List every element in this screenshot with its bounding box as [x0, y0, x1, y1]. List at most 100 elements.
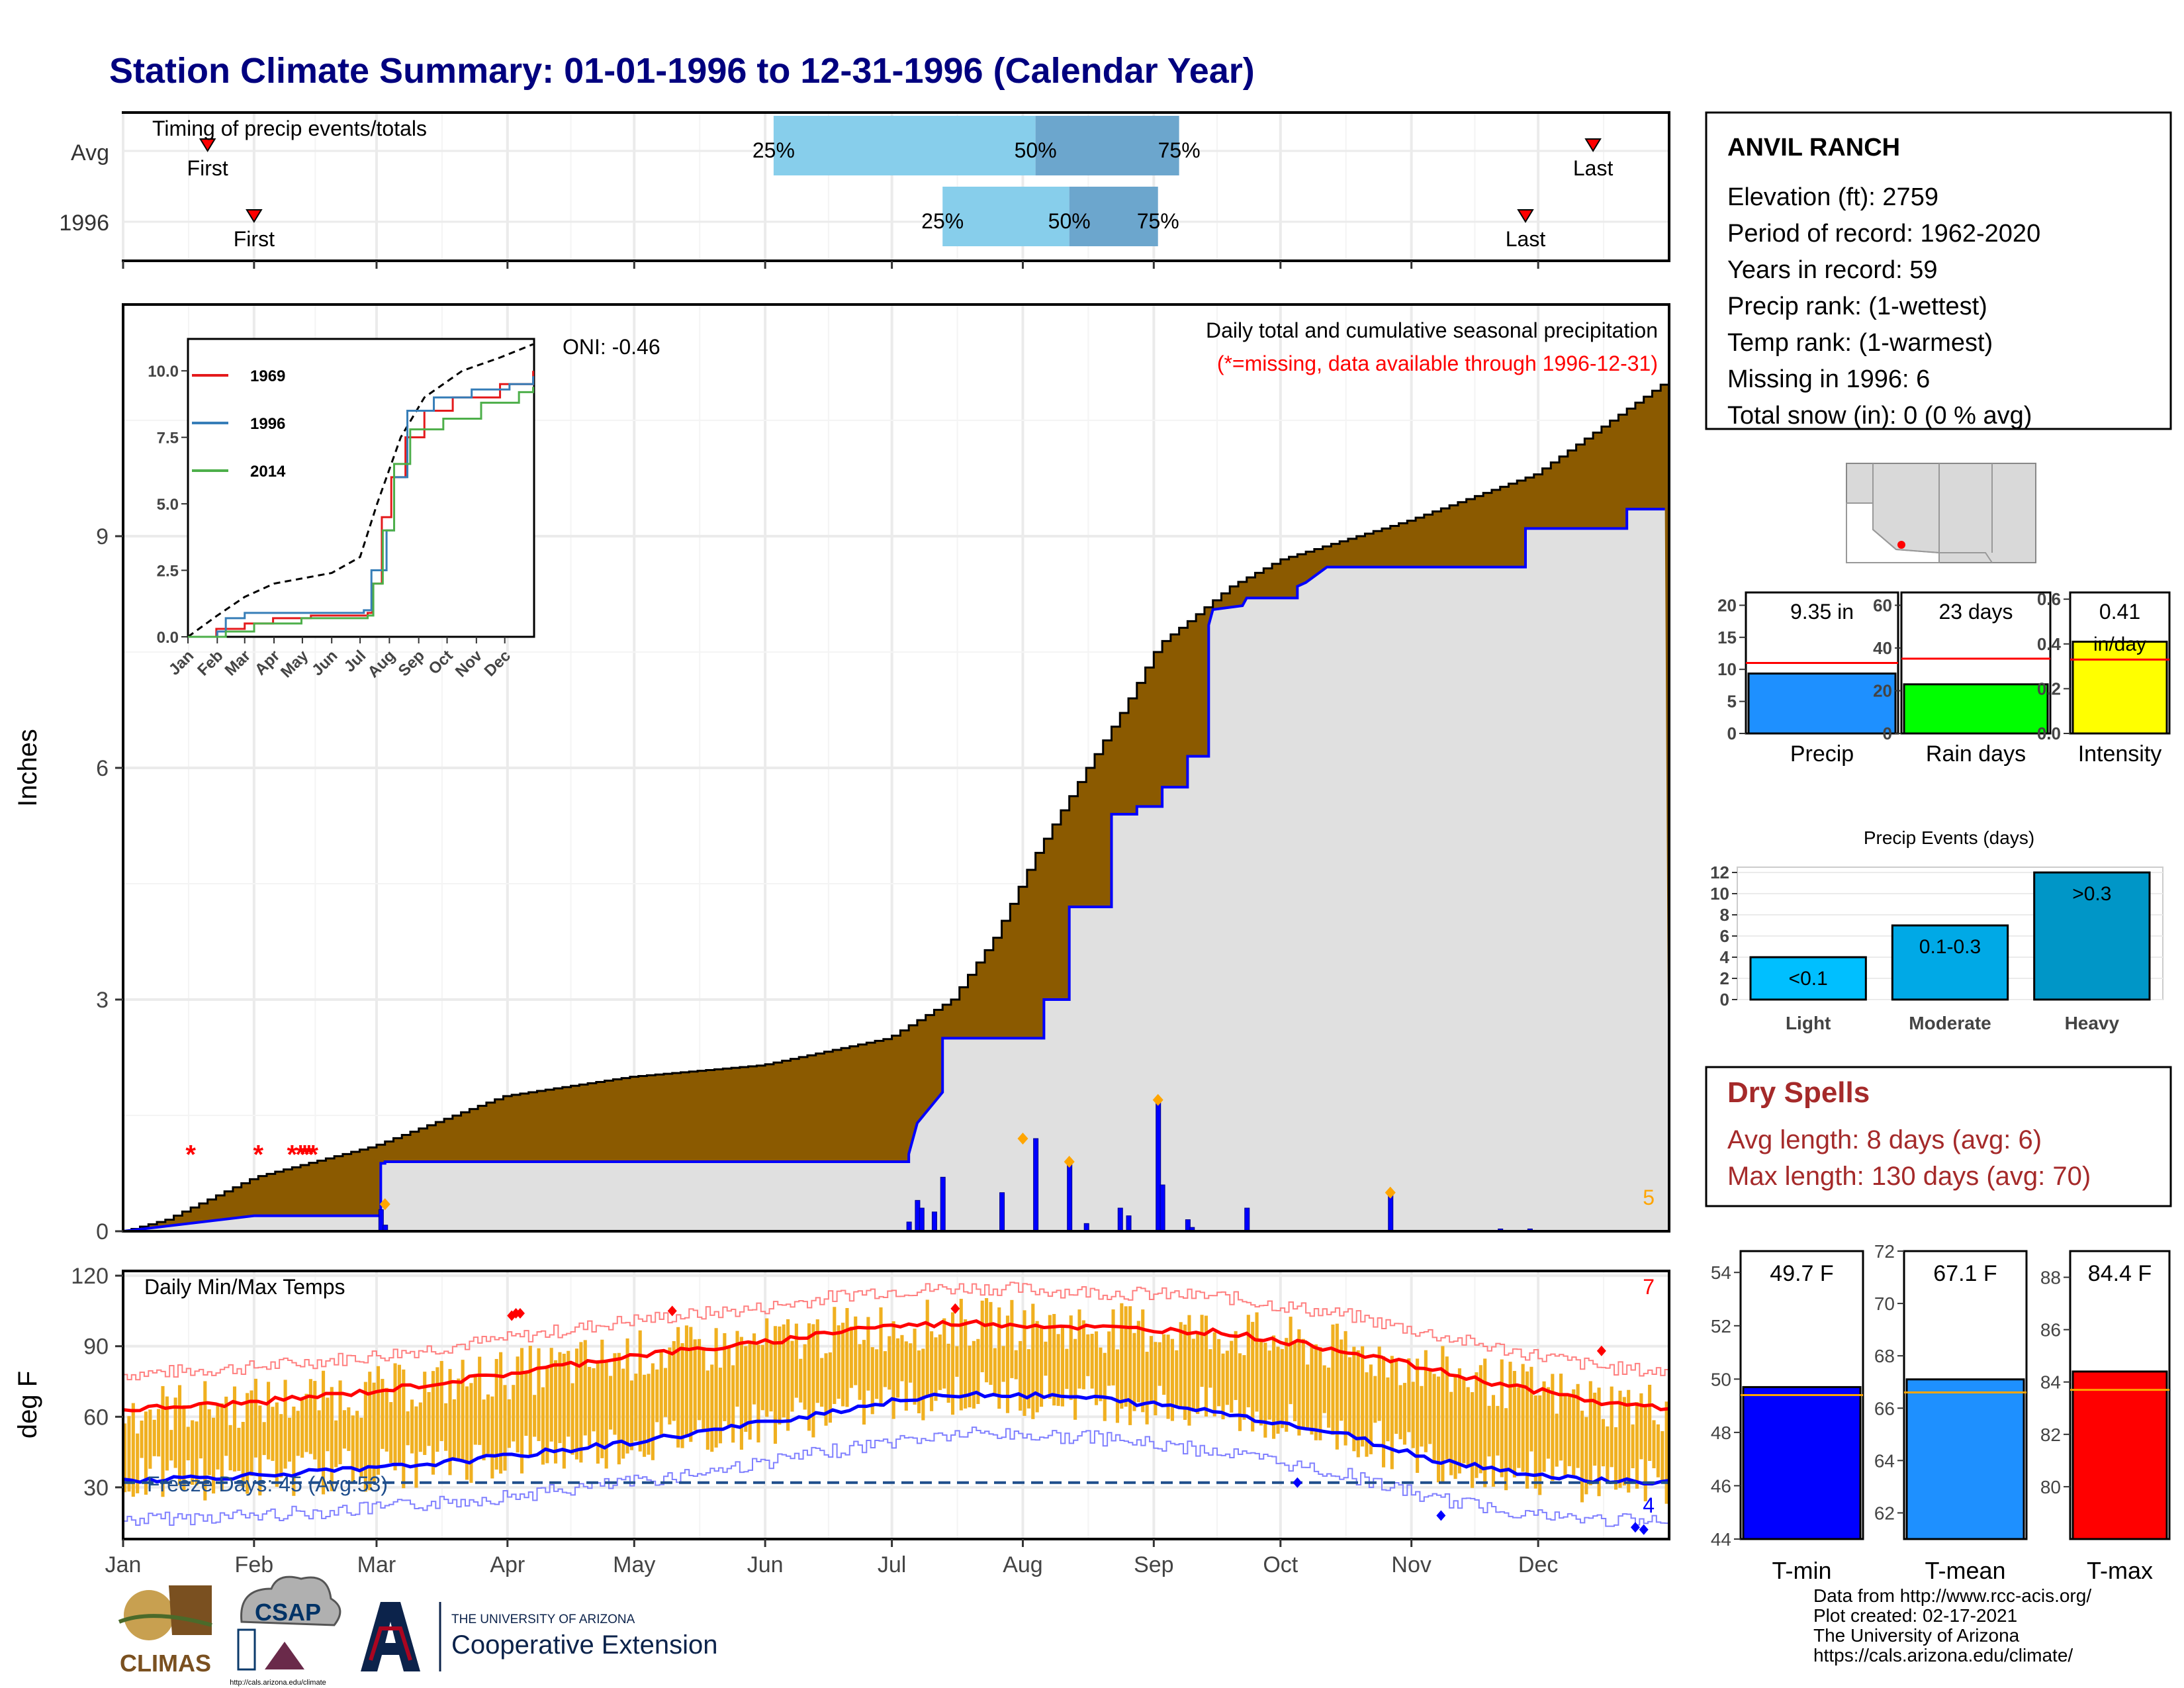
daily-temp-range-bar — [1166, 1335, 1170, 1419]
daily-temp-range-bar — [439, 1360, 443, 1442]
temp-summary-y-tick-label: 48 — [1711, 1423, 1731, 1443]
events-y-tick-label: 8 — [1720, 905, 1729, 925]
daily-temp-range-bar — [237, 1427, 241, 1472]
daily-temp-range-bar — [1386, 1377, 1390, 1442]
daily-temp-range-bar — [596, 1360, 600, 1464]
daily-temp-range-bar — [1614, 1427, 1618, 1490]
daily-temp-range-bar — [232, 1386, 237, 1472]
summary-value-unit: in/day — [2093, 633, 2146, 655]
daily-temp-range-bar — [588, 1366, 592, 1446]
daily-temp-range-bar — [1212, 1332, 1216, 1417]
daily-temp-range-bar — [1179, 1322, 1183, 1407]
inset-average-line — [187, 343, 534, 638]
record-low-envelope — [123, 1427, 1669, 1527]
daily-temp-range-bar — [1347, 1357, 1352, 1434]
daily-temp-range-bar — [1322, 1365, 1326, 1413]
record-low-marker — [1436, 1510, 1446, 1521]
inset-y-tick-label: 2.5 — [157, 563, 179, 581]
daily-temp-range-bar — [1529, 1366, 1533, 1452]
summary-y-tick-label: 0.0 — [2037, 724, 2061, 743]
daily-temp-range-bar — [140, 1421, 144, 1458]
daily-precip-bar — [1126, 1215, 1132, 1232]
daily-temp-range-bar — [621, 1368, 625, 1459]
credit-line: Plot created: 02-17-2021 — [1813, 1605, 2017, 1626]
temp-summary-bar-t-min — [1742, 1385, 1862, 1540]
daily-temp-range-bar — [1086, 1334, 1090, 1376]
summary-y-tick-label: 20 — [1717, 595, 1737, 615]
daily-temp-range-bar — [625, 1338, 629, 1454]
daily-temp-range-bar — [1606, 1426, 1610, 1482]
summary-y-tick-label: 0.2 — [2037, 679, 2061, 698]
daily-temp-range-bar — [338, 1380, 342, 1465]
daily-temp-range-bar — [465, 1386, 469, 1480]
daily-temp-range-bar — [1318, 1347, 1322, 1440]
daily-precip-bar — [1160, 1184, 1165, 1232]
daily-temp-range-bar — [381, 1379, 385, 1449]
daily-temp-range-bar — [702, 1350, 705, 1432]
daily-temp-range-bar — [1044, 1341, 1048, 1376]
daily-temp-range-bar — [452, 1399, 456, 1458]
daily-temp-range-bar — [950, 1312, 955, 1415]
daily-temp-range-bar — [1428, 1369, 1432, 1444]
station-detail-line: Years in record: 59 — [1727, 256, 1938, 284]
daily-temp-range-bar — [1234, 1331, 1238, 1400]
daily-temp-range-bar — [1512, 1371, 1516, 1477]
station-location-marker — [1897, 541, 1905, 549]
daily-temp-range-bar — [1031, 1303, 1035, 1419]
daily-temp-range-bar — [1306, 1364, 1310, 1431]
daily-temp-range-bar — [634, 1374, 638, 1441]
daily-temp-range-bar — [592, 1368, 596, 1432]
precip-missing-note: (*=missing, data available through 1996-… — [1217, 352, 1658, 375]
daily-temp-range-bar — [968, 1345, 972, 1408]
credit-line: https://cals.arizona.edu/climate/ — [1813, 1645, 2073, 1665]
temp-summary-label: T-min — [1772, 1557, 1832, 1584]
daily-temp-range-bar — [1238, 1353, 1242, 1431]
daily-temp-range-bar — [976, 1338, 980, 1404]
station-details: Elevation (ft): 2759 Period of record: 19… — [1727, 183, 2040, 430]
precip-y-ticks: 0 3 6 9 — [96, 524, 123, 1244]
temp-summary-y-tick-label: 52 — [1711, 1316, 1731, 1336]
daily-temp-range-bar — [1533, 1395, 1537, 1489]
timing-content: 25% 50% 75% First Last 25% 50% 75% First Last — [187, 116, 1613, 251]
daily-temp-range-bar — [410, 1399, 414, 1454]
daily-precip-bar — [1388, 1192, 1394, 1232]
daily-temp-range-bar — [241, 1421, 245, 1487]
month-label-mar: Mar — [357, 1552, 396, 1577]
daily-temp-range-bar — [934, 1337, 938, 1401]
oni-value: ONI: -0.46 — [563, 335, 660, 359]
daily-temp-range-bar — [1601, 1419, 1605, 1467]
daily-temp-range-bar — [182, 1405, 186, 1491]
daily-temp-range-bar — [537, 1348, 541, 1441]
station-detail-line: Period of record: 1962-2020 — [1727, 220, 2040, 248]
daily-temp-range-bar — [841, 1323, 845, 1407]
events-y-tick-label: 2 — [1720, 968, 1729, 988]
daily-temp-range-bar — [1081, 1320, 1085, 1389]
daily-temp-range-bar — [1445, 1356, 1449, 1460]
daily-temp-range-bar — [815, 1319, 819, 1403]
daily-temp-range-bar — [368, 1372, 372, 1491]
precip-y-axis-label: Inches — [13, 729, 42, 807]
daily-temp-range-bar — [228, 1425, 232, 1471]
climas-logo-text: CLIMAS — [120, 1650, 211, 1677]
daily-temp-range-bar — [1187, 1315, 1191, 1426]
inset-y-tick-label: 10.0 — [148, 363, 179, 381]
daily-temp-range-bar — [731, 1365, 735, 1443]
daily-temp-range-bar — [1373, 1376, 1377, 1423]
daily-temp-range-bar — [1567, 1394, 1571, 1466]
daily-temp-range-bar — [1479, 1365, 1482, 1474]
daily-temp-range-bar — [862, 1340, 866, 1425]
daily-temp-range-bar — [516, 1356, 520, 1453]
daily-temp-range-bar — [1635, 1402, 1639, 1489]
ua-top-text: THE UNIVERSITY OF ARIZONA — [451, 1613, 635, 1626]
daily-temp-range-bar — [1327, 1367, 1331, 1428]
daily-precip-bar — [1033, 1138, 1039, 1232]
missing-day-marker: * — [185, 1140, 196, 1169]
precip-note: Daily total and cumulative seasonal prec… — [1206, 318, 1658, 342]
daily-temp-range-bar — [1356, 1350, 1360, 1458]
summary-y-tick-label: 40 — [1873, 638, 1892, 658]
station-detail-line: Temp rank: (1-warmest) — [1727, 329, 1993, 357]
daily-temp-range-bar — [494, 1358, 498, 1470]
daily-temp-range-bar — [326, 1397, 330, 1452]
temp-summary-y-tick-label: 66 — [1874, 1398, 1895, 1419]
